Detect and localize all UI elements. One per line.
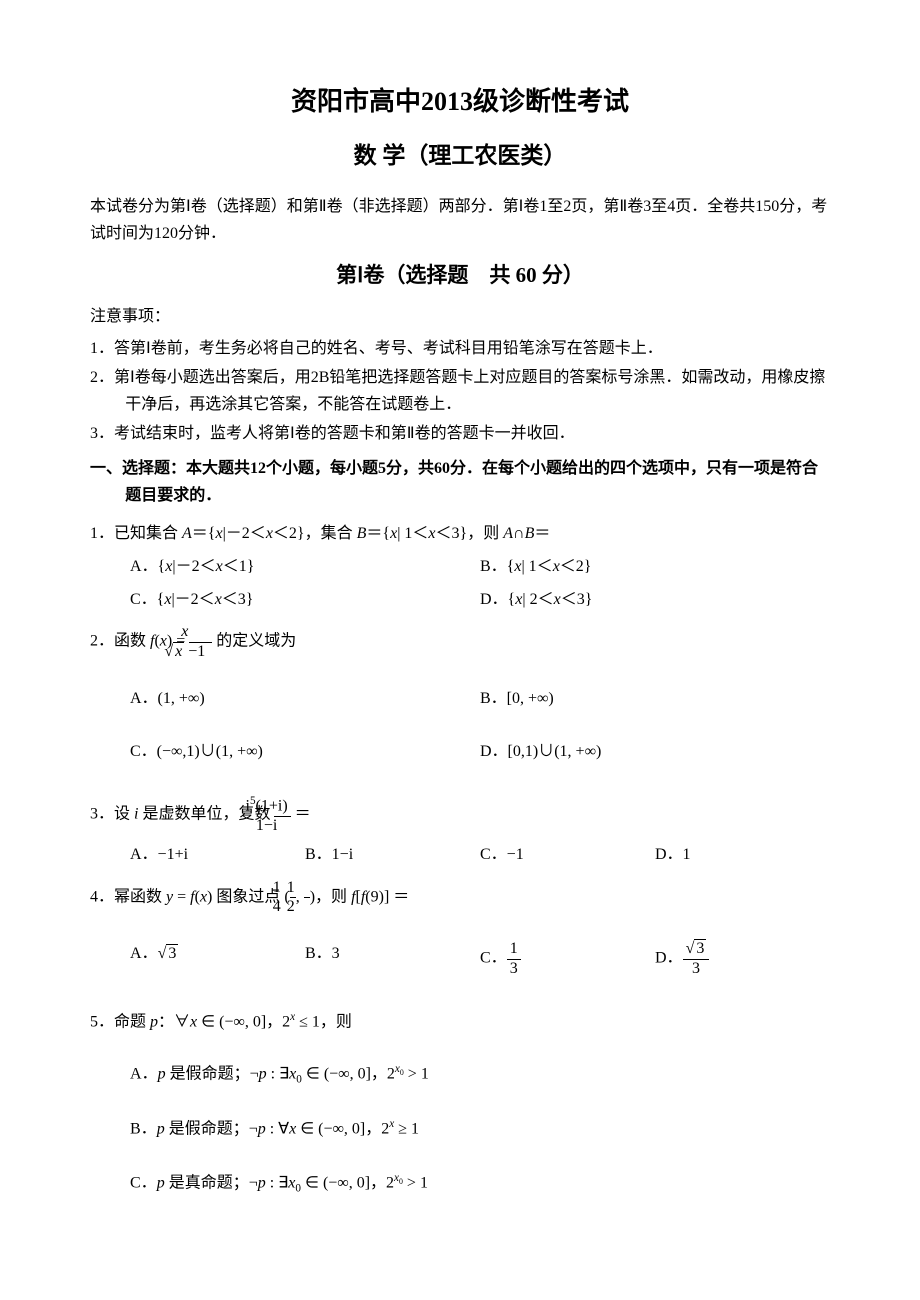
q1-mid1: ，集合 bbox=[305, 525, 357, 542]
q3-optD: D．1 bbox=[655, 841, 830, 868]
title-sub: 数 学（理工农医类） bbox=[90, 136, 830, 175]
q4-optB: B．3 bbox=[305, 940, 480, 978]
q4-optC: C．13 bbox=[480, 940, 655, 978]
q5-optB: B．p 是假命题；¬p : ∀x ∈ (−∞, 0]，2x ≥ 1 bbox=[130, 1115, 419, 1143]
q3-prefix: 3．设 bbox=[90, 806, 134, 823]
q5-optB-row: B．p 是假命题；¬p : ∀x ∈ (−∞, 0]，2x ≥ 1 bbox=[90, 1115, 830, 1143]
notice-item-1: 1．答第Ⅰ卷前，考生务必将自己的姓名、考号、考试科目用铅笔涂写在答题卡上． bbox=[90, 335, 830, 362]
section-one-heading: 一、选择题：本大题共12个小题，每小题5分，共60分．在每个小题给出的四个选项中… bbox=[90, 455, 830, 509]
q2-optB: B．[0, +∞) bbox=[480, 685, 830, 712]
q2-options-row1: A．(1, +∞) B．[0, +∞) bbox=[90, 685, 830, 712]
intro-text: 本试卷分为第Ⅰ卷（选择题）和第Ⅱ卷（非选择题）两部分．第Ⅰ卷1至2页，第Ⅱ卷3至… bbox=[90, 193, 830, 247]
q1-optD: D．{x| 2＜x＜3} bbox=[480, 586, 830, 613]
q5-optA-row: A．p 是假命题；¬p : ∃x0 ∈ (−∞, 0]，2x0 > 1 bbox=[90, 1060, 830, 1090]
q4-optA: A．√3 bbox=[130, 940, 305, 978]
q1-optA: A．{x|－2＜x＜1} bbox=[130, 553, 480, 580]
q1-optC: C．{x|－2＜x＜3} bbox=[130, 586, 480, 613]
q5-optC: C．p 是真命题；¬p : ∃x0 ∈ (−∞, 0]，2x0 > 1 bbox=[130, 1169, 428, 1199]
q4-eq: ＝ bbox=[389, 888, 409, 905]
q5-optC-row: C．p 是真命题；¬p : ∃x0 ∈ (−∞, 0]，2x0 > 1 bbox=[90, 1169, 830, 1199]
section-header: 第Ⅰ卷（选择题 共 60 分） bbox=[90, 258, 830, 294]
q1-options-row1: A．{x|－2＜x＜1} B．{x| 1＜x＜2} bbox=[90, 553, 830, 580]
q2-stem: 2．函数 f(x) = x√x −1 的定义域为 bbox=[90, 623, 830, 661]
q3-eq: ＝ bbox=[295, 806, 311, 823]
q3-options: A．−1+i B．1−i C．−1 D．1 bbox=[90, 841, 830, 868]
q2-optC: C．(−∞,1)∪(1, +∞) bbox=[130, 738, 480, 765]
q5-stem: 5．命题 p：∀x ∈ (−∞, 0]，2x ≤ 1，则 bbox=[90, 1008, 830, 1036]
q5-prefix: 5．命题 bbox=[90, 1014, 150, 1031]
q4-suffix: ，则 bbox=[315, 888, 351, 905]
q1-options-row2: C．{x|－2＜x＜3} D．{x| 2＜x＜3} bbox=[90, 586, 830, 613]
q2-optA: A．(1, +∞) bbox=[130, 685, 480, 712]
q3-optC: C．−1 bbox=[480, 841, 655, 868]
q1-suffix: ＝ bbox=[534, 525, 550, 542]
q4-optD: D．√33 bbox=[655, 940, 830, 978]
q4-prefix: 4．幂函数 bbox=[90, 888, 166, 905]
q2-optD: D．[0,1)∪(1, +∞) bbox=[480, 738, 830, 765]
q5-optA: A．p 是假命题；¬p : ∃x0 ∈ (−∞, 0]，2x0 > 1 bbox=[130, 1060, 429, 1090]
q2-prefix: 2．函数 bbox=[90, 633, 150, 650]
q5-suffix: ，则 bbox=[320, 1014, 352, 1031]
q1-prefix: 1．已知集合 bbox=[90, 525, 182, 542]
q2-fraction: x√x −1 bbox=[189, 623, 212, 661]
q3-optB: B．1−i bbox=[305, 841, 480, 868]
notice-item-2: 2．第Ⅰ卷每小题选出答案后，用2B铅笔把选择题答题卡上对应题目的答案标号涂黑．如… bbox=[90, 364, 830, 418]
notice-title: 注意事项： bbox=[90, 303, 830, 330]
q3-fraction: i5(1+i)1−i bbox=[274, 795, 290, 835]
q3-optA: A．−1+i bbox=[130, 841, 305, 868]
title-main: 资阳市高中2013级诊断性考试 bbox=[90, 80, 830, 124]
q1-stem: 1．已知集合 A＝{x|－2＜x＜2}，集合 B＝{x| 1＜x＜3}，则 A∩… bbox=[90, 520, 830, 547]
q4-options: A．√3 B．3 C．13 D．√33 bbox=[90, 940, 830, 978]
notice-item-3: 3．考试结束时，监考人将第Ⅰ卷的答题卡和第Ⅱ卷的答题卡一并收回． bbox=[90, 420, 830, 447]
q1-setA: A bbox=[182, 525, 192, 542]
q3-stem: 3．设 i 是虚数单位，复数 i5(1+i)1−i ＝ bbox=[90, 795, 830, 835]
q1-optB: B．{x| 1＜x＜2} bbox=[480, 553, 830, 580]
q2-options-row2: C．(−∞,1)∪(1, +∞) D．[0,1)∪(1, +∞) bbox=[90, 738, 830, 765]
q1-mid2: ，则 bbox=[467, 525, 503, 542]
q4-stem: 4．幂函数 y = f(x) 图象过点 (14, 12)，则 f[f(9)] ＝ bbox=[90, 879, 830, 917]
q2-suffix: 的定义域为 bbox=[212, 633, 296, 650]
